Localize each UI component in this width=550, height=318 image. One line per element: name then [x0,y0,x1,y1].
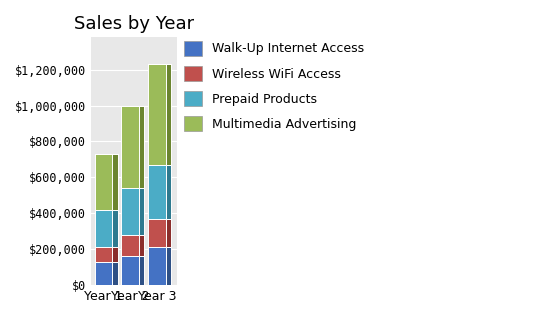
Polygon shape [122,106,139,188]
Polygon shape [95,210,112,247]
Polygon shape [112,154,118,210]
Polygon shape [112,247,118,262]
Polygon shape [139,188,144,235]
Polygon shape [95,154,112,210]
Polygon shape [112,262,118,285]
Polygon shape [139,235,144,255]
Polygon shape [139,255,144,285]
Polygon shape [166,246,171,285]
Polygon shape [166,219,171,246]
Polygon shape [122,188,139,235]
Polygon shape [112,210,118,247]
Polygon shape [148,64,166,165]
Polygon shape [166,64,171,165]
Polygon shape [139,106,144,188]
Polygon shape [95,262,112,285]
Polygon shape [148,246,166,285]
Legend: Walk-Up Internet Access, Wireless WiFi Access, Prepaid Products, Multimedia Adve: Walk-Up Internet Access, Wireless WiFi A… [184,41,364,131]
Polygon shape [122,235,139,255]
Polygon shape [148,165,166,219]
Polygon shape [122,255,139,285]
Title: Sales by Year: Sales by Year [74,15,194,33]
Polygon shape [95,247,112,262]
Polygon shape [148,219,166,246]
Polygon shape [166,165,171,219]
